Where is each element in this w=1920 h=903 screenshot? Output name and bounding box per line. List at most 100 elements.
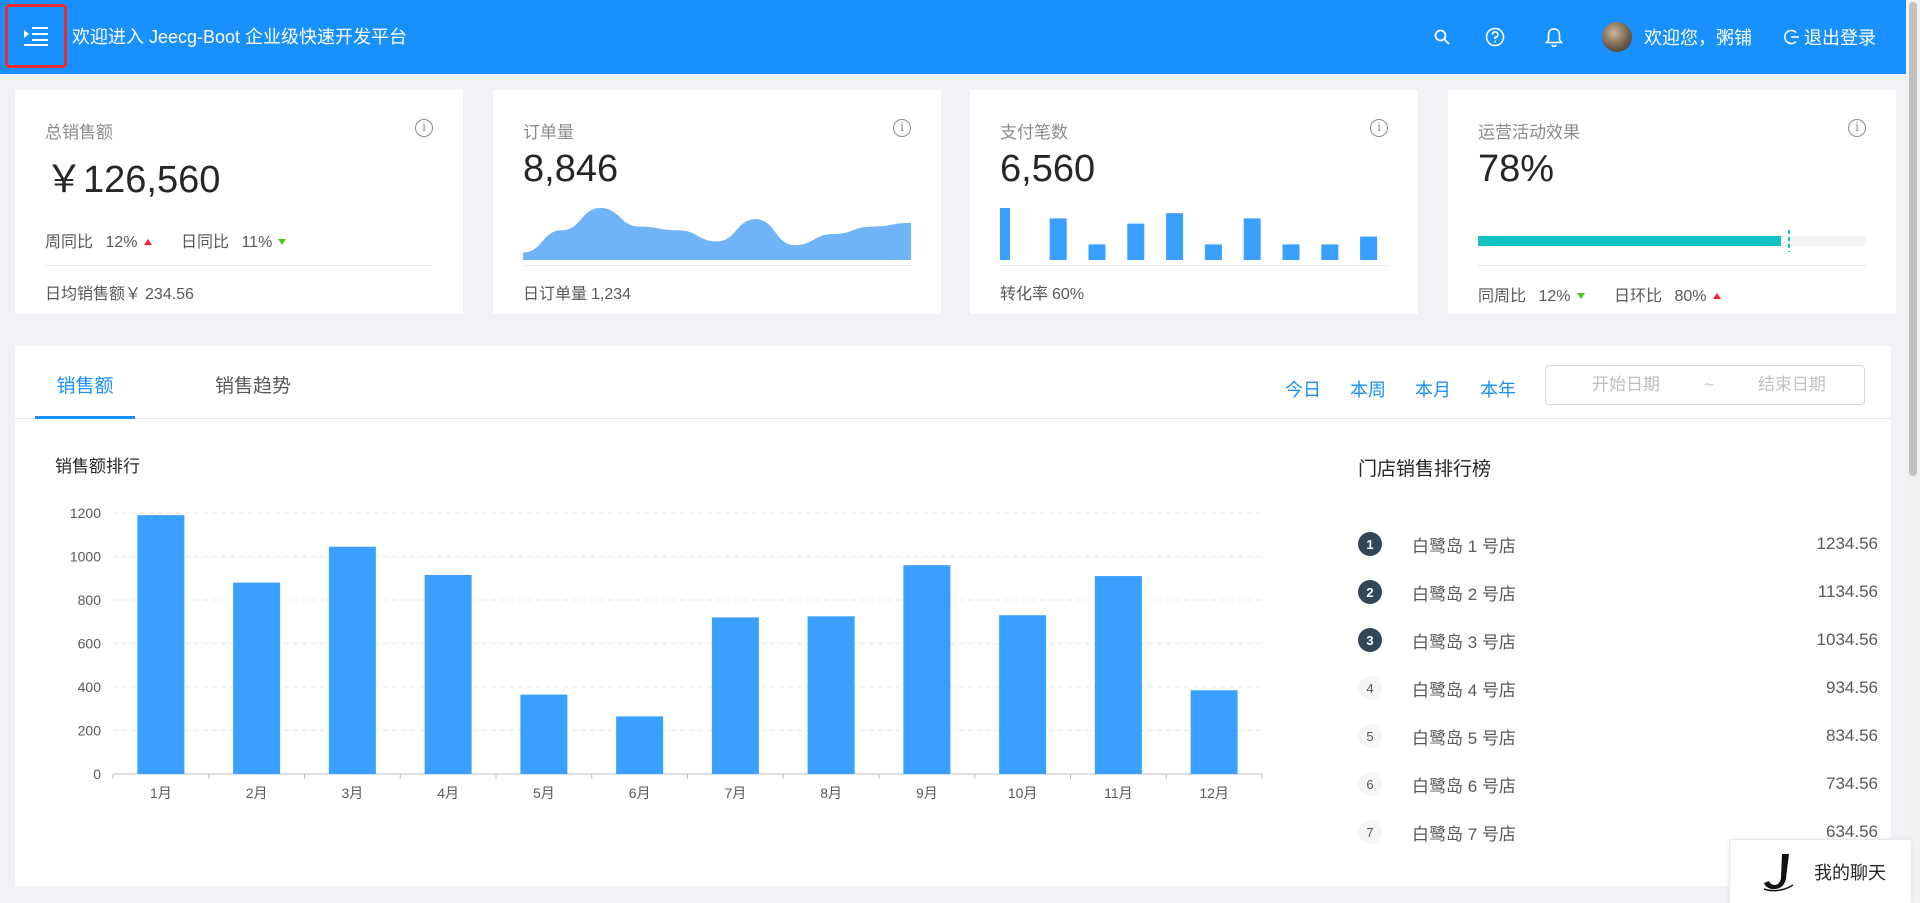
user-menu[interactable]: 欢迎您，粥铺: [1602, 21, 1752, 53]
caret-up-icon: [143, 239, 152, 245]
y-tick-label: 200: [78, 723, 102, 739]
scrollbar-thumb[interactable]: [1909, 2, 1917, 476]
rank-item: 2 白鹭岛 2 号店 1134.56: [1358, 568, 1878, 616]
card-footer: 日订单量 1,234: [523, 280, 631, 304]
divider: [1000, 265, 1388, 266]
x-tick-label: 10月: [1008, 785, 1038, 801]
trend-label: 日环比: [1614, 288, 1663, 305]
y-tick-label: 1000: [70, 549, 101, 565]
tab-sales[interactable]: 销售额: [35, 346, 135, 419]
card-value: 8,846: [523, 148, 619, 190]
footer-value: 234.56: [145, 286, 194, 303]
info-icon[interactable]: i: [415, 119, 433, 137]
x-tick-label: 5月: [533, 785, 555, 801]
card-label: 支付笔数: [1000, 123, 1068, 142]
rank-number-badge: 2: [1358, 580, 1382, 604]
end-date-input[interactable]: [1731, 375, 1852, 395]
footer-label: 日订单量: [523, 286, 588, 303]
search-icon: [1434, 29, 1450, 45]
caret-up-icon: [1712, 293, 1721, 299]
rank-number-badge: 3: [1358, 628, 1382, 652]
trend-value: 80%: [1674, 288, 1707, 305]
user-greeting: 欢迎您，粥铺: [1644, 28, 1752, 48]
x-tick-label: 7月: [724, 785, 746, 801]
payments-bar: [1321, 244, 1339, 260]
caret-down-icon: [1576, 293, 1585, 299]
rank-store-value: 1134.56: [1817, 582, 1878, 601]
bar-2: [233, 582, 281, 774]
rank-number-badge: 1: [1358, 532, 1382, 556]
rank-store-name: 白鹭岛 1 号店: [1412, 536, 1516, 556]
payments-bar: [1088, 244, 1106, 260]
x-tick-label: 1月: [150, 785, 172, 801]
payments-bar: [1243, 218, 1261, 260]
bell-icon: [1545, 28, 1563, 47]
menu-toggle-button[interactable]: [5, 4, 67, 68]
help-button[interactable]: [1482, 24, 1508, 50]
range-month[interactable]: 本月: [1415, 380, 1451, 400]
range-week[interactable]: 本周: [1350, 380, 1386, 400]
info-icon[interactable]: i: [1848, 119, 1866, 137]
trend-value: 12%: [105, 234, 138, 251]
rank-list: 1 白鹭岛 1 号店 1234.56 2 白鹭岛 2 号店 1134.56 3 白鹭岛 3 号…: [1358, 520, 1878, 856]
bar-3: [328, 546, 376, 774]
card-campaign: 运营活动效果 i 78% 同周比 12% 日环比 80%: [1448, 90, 1896, 314]
rank-item: 3 白鹭岛 3 号店 1034.56: [1358, 616, 1878, 664]
bar-12: [1190, 690, 1238, 774]
payments-bar: [1360, 236, 1378, 260]
rank-number-badge: 5: [1358, 724, 1382, 748]
card-value: ￥126,560: [45, 159, 221, 201]
chat-button[interactable]: 我的聊天: [1729, 839, 1911, 903]
y-tick-label: 600: [78, 636, 102, 652]
bar-5: [520, 694, 568, 774]
card-payments: 支付笔数 i 6,560 转化率 60%: [970, 90, 1418, 314]
rank-store-value: 1034.56: [1816, 630, 1878, 649]
divider: [45, 265, 433, 266]
range-today[interactable]: 今日: [1285, 380, 1321, 400]
footer-label: 日均销售额￥: [45, 286, 142, 303]
card-orders: 订单量 i 8,846 日订单量 1,234: [493, 90, 941, 314]
y-tick-label: 1200: [70, 505, 101, 521]
info-icon[interactable]: i: [893, 119, 911, 137]
range-year[interactable]: 本年: [1480, 380, 1516, 400]
card-label: 运营活动效果: [1478, 123, 1580, 142]
tab-sales-trend[interactable]: 销售趋势: [214, 376, 291, 397]
card-footer: 转化率 60%: [1000, 280, 1084, 304]
page-scrollbar[interactable]: [1906, 0, 1920, 903]
footer-label: 转化率: [1000, 286, 1049, 303]
rank-store-name: 白鹭岛 6 号店: [1412, 776, 1516, 796]
date-range-picker[interactable]: ~: [1545, 365, 1865, 405]
card-footer: 日均销售额￥ 234.56: [45, 280, 194, 304]
info-icon[interactable]: i: [1370, 119, 1388, 137]
card-value: 78%: [1478, 148, 1555, 190]
search-button[interactable]: [1429, 24, 1455, 50]
x-tick-label: 11月: [1104, 785, 1133, 801]
rank-store-value: 734.56: [1826, 774, 1878, 793]
caret-down-icon: [278, 239, 287, 245]
x-tick-label: 6月: [629, 785, 651, 801]
app-title: 欢迎进入 Jeecg-Boot 企业级快速开发平台: [72, 27, 408, 47]
progress-target-marker: [1788, 230, 1791, 252]
bar-7: [711, 617, 759, 774]
x-tick-label: 3月: [341, 785, 363, 801]
x-tick-label: 12月: [1199, 785, 1229, 801]
rank-store-value: 834.56: [1826, 726, 1878, 745]
rank-number-badge: 6: [1358, 772, 1382, 796]
payments-bar: [1127, 223, 1145, 260]
x-tick-label: 4月: [437, 785, 459, 801]
notification-button[interactable]: [1541, 24, 1567, 50]
rank-item: 1 白鹭岛 1 号店 1234.56: [1358, 520, 1878, 568]
week-trend: 周同比 12%: [45, 228, 152, 252]
rank-store-value: 1234.56: [1816, 534, 1878, 553]
footer-value: 1,234: [591, 286, 632, 303]
trend-value: 11%: [241, 234, 273, 251]
start-date-input[interactable]: [1566, 375, 1686, 395]
chat-label: 我的聊天: [1814, 862, 1886, 883]
rank-item: 6 白鹭岛 6 号店 734.56: [1358, 760, 1878, 808]
trend-value: 12%: [1538, 288, 1571, 305]
question-circle-icon: [1485, 27, 1505, 47]
logout-button[interactable]: 退出登录: [1784, 21, 1876, 53]
chart-title: 销售额排行: [55, 457, 140, 476]
logout-label: 退出登录: [1804, 28, 1876, 48]
chat-logo-icon: [1763, 853, 1794, 891]
